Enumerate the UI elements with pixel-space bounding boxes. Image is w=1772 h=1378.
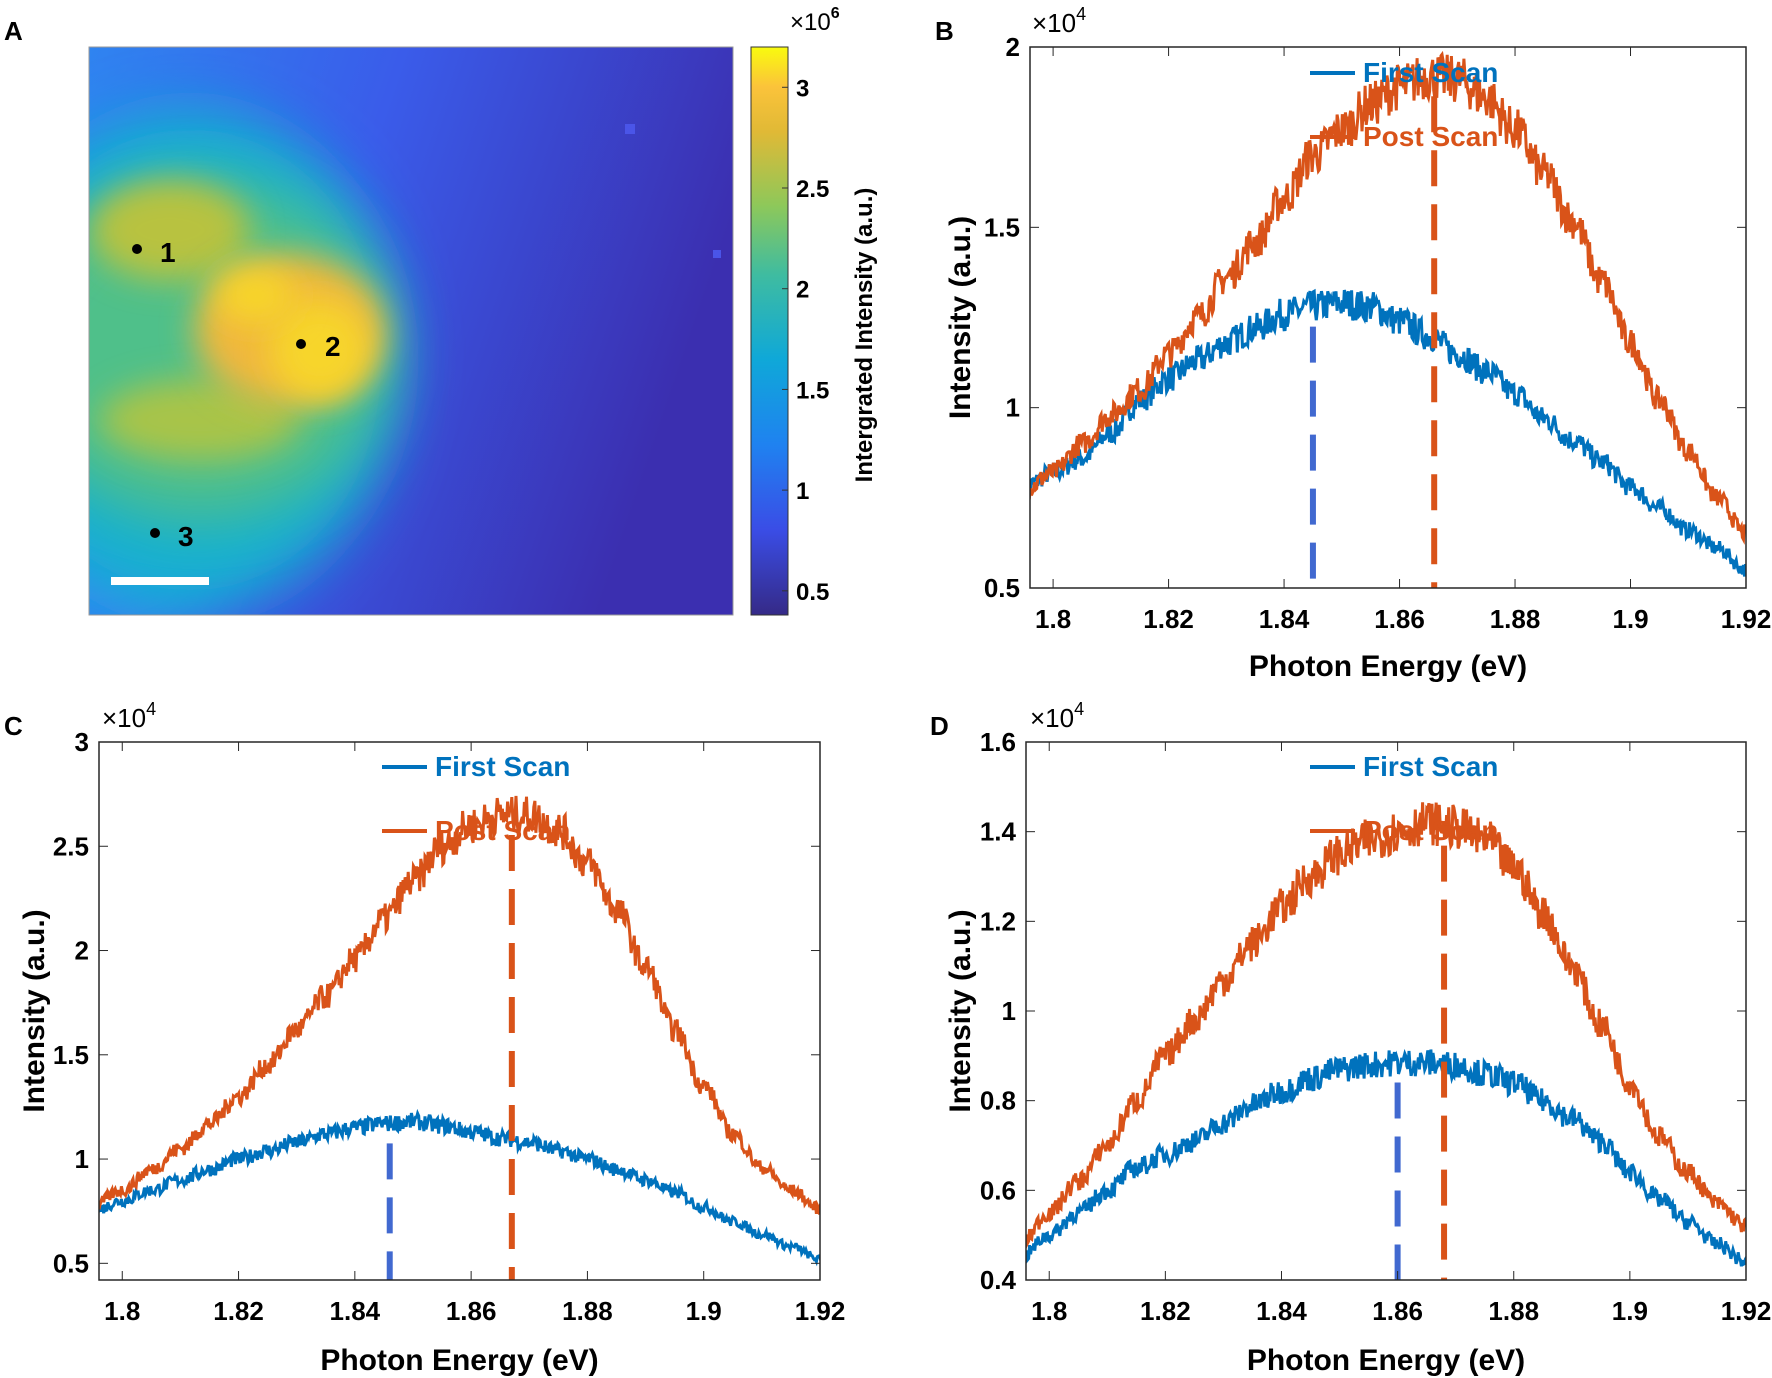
y-tick-label: 2 <box>1006 32 1020 62</box>
map-point-2: 2 <box>296 331 341 362</box>
x-tick-label: 1.9 <box>686 1296 722 1326</box>
x-tick-label: 1.84 <box>330 1296 381 1326</box>
x-tick-label: 1.8 <box>1031 1296 1067 1326</box>
svg-text:3: 3 <box>178 521 194 552</box>
x-tick-label: 1.82 <box>213 1296 264 1326</box>
y-tick-label: 1 <box>75 1144 89 1174</box>
y-tick-label: 1 <box>1002 996 1016 1026</box>
y-tick-label: 1.5 <box>53 1040 89 1070</box>
colorbar-tick-label: 1.5 <box>796 377 829 404</box>
x-axis-label: Photon Energy (eV) <box>1247 1344 1525 1377</box>
colorbar-tick-label: 2 <box>796 277 809 304</box>
y-tick-label: 1.5 <box>984 212 1020 242</box>
x-tick-label: 1.8 <box>104 1296 140 1326</box>
legend-label: Post Scan <box>1363 815 1498 846</box>
x-tick-label: 1.86 <box>1372 1296 1423 1326</box>
panel-label: C <box>4 711 23 741</box>
y-axis-label: Intensity (a.u.) <box>944 909 977 1112</box>
scale-bar <box>111 577 209 585</box>
x-tick-label: 1.84 <box>1256 1296 1307 1326</box>
axes-box <box>98 741 821 1281</box>
x-tick-label: 1.88 <box>1490 604 1541 634</box>
colorbar-tick-label: 3 <box>796 75 809 102</box>
panel-c: C ×104 1.8 1.82 1.84 1.86 1.88 1.9 1.92 0.5 1 1.5 2 2… <box>4 699 845 1377</box>
panel-label-a: A <box>4 16 23 46</box>
colorbar-multiplier: ×106 <box>790 5 840 36</box>
panel-label: D <box>930 711 949 741</box>
axes-box <box>1029 46 1747 589</box>
map-point-1: 1 <box>132 237 176 268</box>
y-tick-label: 2.5 <box>53 831 89 861</box>
y-tick-label: 0.6 <box>980 1175 1016 1205</box>
colorbar-tick-label: 2.5 <box>796 176 829 203</box>
y-tick-label: 1 <box>1006 393 1020 423</box>
y-axis-label: Intensity (a.u.) <box>944 216 977 419</box>
y-tick-label: 0.5 <box>53 1248 89 1278</box>
series-line-post-scan <box>99 795 820 1215</box>
x-tick-label: 1.8 <box>1035 604 1071 634</box>
y-multiplier: ×104 <box>1030 699 1084 733</box>
series-line-first-scan <box>1030 288 1746 577</box>
x-tick-label: 1.86 <box>446 1296 497 1326</box>
panel-b: B ×104 1.8 1.82 1.84 1.86 1.88 1.9 1.92 0.5 1 1.5 2 P… <box>935 4 1771 683</box>
panel-d: D ×104 1.8 1.82 1.84 1.86 1.88 1.9 1.92 0.4 0.6 0.8… <box>930 699 1771 1377</box>
y-tick-label: 1.2 <box>980 906 1016 936</box>
colorbar-tick-label: 0.5 <box>796 579 829 606</box>
x-tick-label: 1.92 <box>795 1296 846 1326</box>
series-line-first-scan <box>99 1108 820 1267</box>
panel-a: A 1 2 3 0.5 1 1.5 2 2.5 3 <box>4 5 878 616</box>
x-tick-label: 1.9 <box>1612 604 1648 634</box>
y-tick-label: 1.6 <box>980 727 1016 757</box>
x-tick-label: 1.86 <box>1374 604 1425 634</box>
colorbar-label: Intergrated Intensity (a.u.) <box>851 188 878 483</box>
colorbar-tick-label: 1 <box>796 478 809 505</box>
x-tick-label: 1.9 <box>1612 1296 1648 1326</box>
y-tick-label: 0.4 <box>980 1265 1017 1295</box>
series-line-first-scan <box>1026 1048 1746 1267</box>
y-multiplier: ×104 <box>1032 4 1086 38</box>
x-tick-label: 1.88 <box>1488 1296 1539 1326</box>
y-tick-label: 0.5 <box>984 573 1020 603</box>
legend-label: First Scan <box>1363 57 1498 88</box>
x-axis-label: Photon Energy (eV) <box>1249 650 1527 683</box>
legend-label: First Scan <box>1363 751 1498 782</box>
intensity-map <box>89 47 733 615</box>
y-tick-label: 2 <box>75 936 89 966</box>
svg-text:1: 1 <box>160 237 176 268</box>
y-axis-label: Intensity (a.u.) <box>18 909 51 1112</box>
y-tick-label: 3 <box>75 727 89 757</box>
map-point-3: 3 <box>150 521 194 552</box>
legend-label: Post Scan <box>1363 121 1498 152</box>
y-tick-label: 1.4 <box>980 817 1017 847</box>
x-tick-label: 1.92 <box>1721 604 1772 634</box>
legend-label: First Scan <box>435 751 570 782</box>
series-line-post-scan <box>1026 802 1746 1249</box>
colorbar-ticks: 0.5 1 1.5 2 2.5 3 <box>782 75 829 606</box>
x-tick-label: 1.92 <box>1721 1296 1772 1326</box>
legend-label: Post Scan <box>435 815 570 846</box>
y-multiplier: ×104 <box>102 699 156 733</box>
panel-label: B <box>935 16 954 46</box>
series-line-post-scan <box>1030 50 1746 545</box>
x-axis-label: Photon Energy (eV) <box>320 1344 598 1377</box>
y-tick-label: 0.8 <box>980 1086 1016 1116</box>
x-tick-label: 1.84 <box>1259 604 1310 634</box>
colorbar <box>750 46 789 616</box>
x-tick-label: 1.82 <box>1143 604 1194 634</box>
x-tick-label: 1.82 <box>1140 1296 1191 1326</box>
svg-text:2: 2 <box>325 331 341 362</box>
x-tick-label: 1.88 <box>562 1296 613 1326</box>
